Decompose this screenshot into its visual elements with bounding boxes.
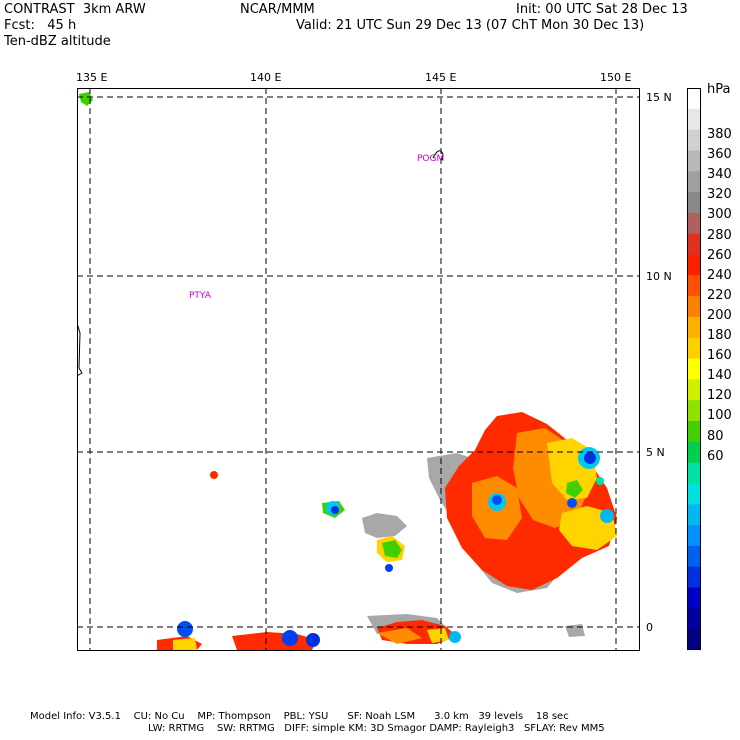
colorbar-segment [687, 379, 701, 401]
init-time: Init: 00 UTC Sat 28 Dec 13 [516, 2, 688, 17]
colorbar-tick-label: 340 [707, 167, 732, 183]
colorbar-segment [687, 129, 701, 151]
colorbar-segment [687, 171, 701, 193]
colorbar-segment [687, 296, 701, 318]
forecast-hour: Fcst: 45 h [4, 18, 77, 33]
map-panel: POGM PTYA [77, 88, 640, 651]
organization: NCAR/MMM [240, 2, 315, 17]
echo-blue-cores [177, 447, 614, 647]
colorbar-tick-label: 260 [707, 247, 732, 263]
colorbar-tick-label: 120 [707, 388, 732, 404]
colorbar-segment [687, 358, 701, 380]
place-label-pogm: POGM [417, 154, 444, 164]
colorbar-tick-label: 180 [707, 328, 732, 343]
colorbar-segment [687, 192, 701, 214]
colorbar-segment [687, 150, 701, 172]
colorbar-segment [687, 525, 701, 547]
coastline-west-edge [77, 322, 83, 377]
colorbar-segment [687, 212, 701, 235]
colorbar-segment [687, 462, 701, 484]
lon-label-135: 135 E [76, 71, 108, 84]
colorbar-segment [687, 233, 701, 256]
colorbar-segment [687, 275, 701, 297]
colorbar-segment [687, 337, 701, 360]
lat-label-5n: 5 N [646, 446, 665, 459]
colorbar-segment [687, 88, 701, 110]
colorbar-segment [687, 629, 701, 650]
lon-label-150: 150 E [600, 71, 632, 84]
colorbar-segment [687, 608, 701, 630]
field-name: Ten-dBZ altitude [4, 34, 111, 49]
colorbar-segment [687, 421, 701, 443]
colorbar-tick-label: 380 [707, 127, 732, 142]
colorbar-segment [687, 504, 701, 526]
colorbar-segment [687, 441, 701, 464]
lat-label-0: 0 [646, 621, 653, 634]
colorbar-tick-label: 360 [707, 147, 732, 163]
colorbar-tick-label: 200 [707, 307, 732, 323]
colorbar-segment [687, 566, 701, 589]
colorbar-tick-label: 240 [707, 267, 732, 283]
colorbar [687, 88, 701, 650]
colorbar-tick-label: 160 [707, 348, 732, 364]
lat-label-15n: 15 N [646, 91, 672, 104]
colorbar-segment [687, 483, 701, 505]
colorbar-tick-label: 60 [707, 448, 724, 464]
map-border [77, 88, 640, 651]
colorbar-tick-label: 100 [707, 408, 732, 424]
lon-label-145: 145 E [425, 71, 457, 84]
colorbar-segment [687, 587, 701, 609]
colorbar-tick-label: 140 [707, 368, 732, 384]
colorbar-segment [687, 400, 701, 422]
colorbar-tick-label: 300 [707, 207, 732, 223]
model-info-line1: Model Info: V3.5.1 CU: No Cu MP: Thompso… [30, 711, 569, 722]
valid-time: Valid: 21 UTC Sun 29 Dec 13 (07 ChT Mon … [296, 18, 645, 33]
colorbar-segment [687, 254, 701, 276]
colorbar-segment [687, 316, 701, 339]
lon-label-140: 140 E [250, 71, 282, 84]
place-label-ptya: PTYA [189, 291, 212, 301]
colorbar-unit: hPa [707, 82, 731, 97]
model-info-line2: LW: RRTMG SW: RRTMG DIFF: simple KM: 3D … [148, 723, 605, 734]
model-title: CONTRAST 3km ARW [4, 2, 146, 17]
colorbar-border [687, 88, 701, 650]
colorbar-segment [687, 108, 701, 131]
colorbar-tick-label: 280 [707, 227, 732, 243]
guam-coastline [432, 150, 444, 161]
colorbar-tick-label: 220 [707, 287, 732, 303]
colorbar-tick-label: 320 [707, 187, 732, 203]
grid-lines [77, 88, 640, 651]
colorbar-tick-label: 80 [707, 428, 724, 444]
lat-label-10n: 10 N [646, 270, 672, 283]
colorbar-segment [687, 545, 701, 568]
